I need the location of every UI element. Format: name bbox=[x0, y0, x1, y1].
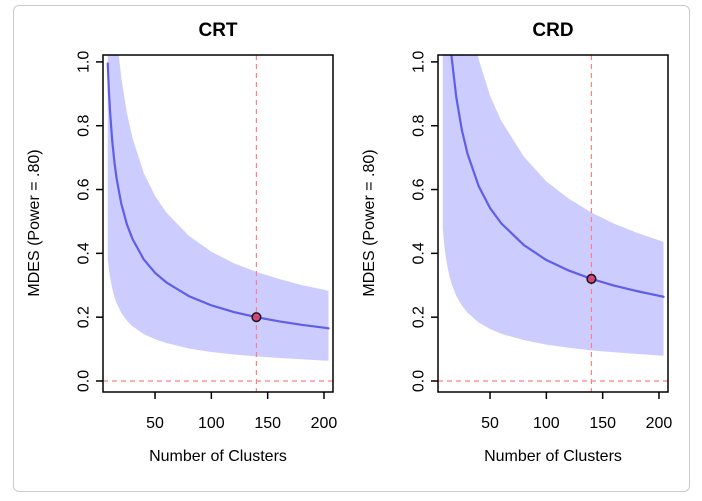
x-tick-label: 150 bbox=[589, 415, 616, 432]
plot-box bbox=[437, 54, 669, 393]
y-tick-label: 0.8 bbox=[76, 114, 93, 136]
y-tick-label: 0.2 bbox=[76, 306, 93, 328]
plot-box bbox=[102, 54, 334, 393]
x-tick-label: 50 bbox=[146, 415, 164, 432]
y-tick-label: 0.4 bbox=[76, 242, 93, 264]
y-tick-label: 0.6 bbox=[76, 178, 93, 200]
y-tick-label: 0.2 bbox=[411, 306, 428, 328]
y-tick-label: 0.4 bbox=[411, 242, 428, 264]
y-tick-label: 0.0 bbox=[76, 370, 93, 392]
y-tick-label: 0.6 bbox=[411, 178, 428, 200]
mdes-curve bbox=[450, 55, 665, 298]
mdes-curve bbox=[106, 62, 330, 330]
x-tick-label: 200 bbox=[646, 415, 673, 432]
plot-title-crt: CRT bbox=[198, 20, 238, 41]
x-tick-label: 100 bbox=[198, 415, 225, 432]
plot-title-crd: CRD bbox=[532, 20, 574, 41]
y-tick-label: 0.0 bbox=[411, 370, 428, 392]
design-point-marker bbox=[251, 312, 262, 323]
confidence-band bbox=[107, 55, 329, 361]
y-tick-label: 0.8 bbox=[411, 114, 428, 136]
design-point-marker bbox=[586, 273, 597, 284]
y-tick-label: 1.0 bbox=[411, 51, 428, 73]
x-tick-label: 200 bbox=[311, 415, 338, 432]
x-axis-label-crt: Number of Clusters bbox=[149, 448, 287, 465]
y-tick-label: 1.0 bbox=[76, 51, 93, 73]
y-axis-label-crt: MDES (Power = .80) bbox=[26, 149, 43, 297]
x-tick-label: 50 bbox=[481, 415, 499, 432]
x-tick-label: 100 bbox=[533, 415, 560, 432]
y-axis-label-crd: MDES (Power = .80) bbox=[361, 149, 378, 297]
confidence-band bbox=[442, 55, 664, 356]
x-tick-label: 150 bbox=[254, 415, 281, 432]
x-axis-label-crd: Number of Clusters bbox=[484, 448, 622, 465]
